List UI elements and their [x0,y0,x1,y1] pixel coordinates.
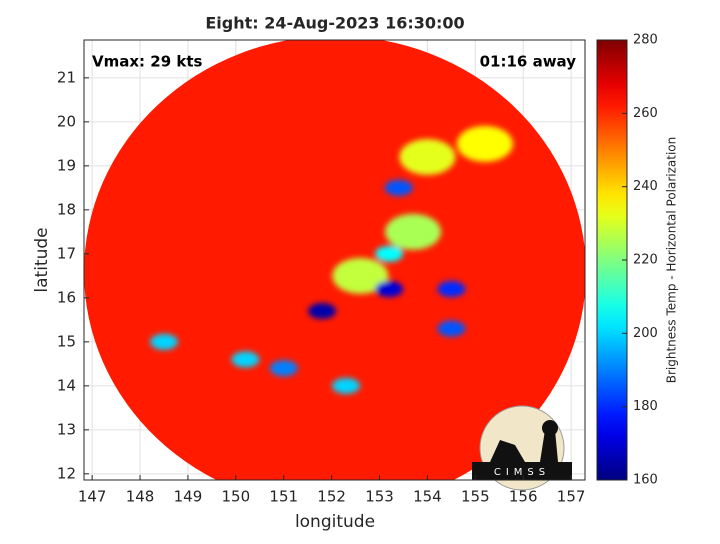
y-tick-label: 19 [57,156,76,174]
x-tick-label: 157 [557,488,586,506]
cell [375,245,404,262]
y-tick-label: 16 [57,288,76,306]
cells [149,125,513,394]
x-tick-label: 151 [269,488,298,506]
image-layer [84,40,585,480]
x-tick-label: 152 [317,488,346,506]
y-tick-label: 12 [57,464,76,482]
logo: CIMSS [472,405,572,491]
logo-text: CIMSS [494,467,550,478]
cell [384,179,413,196]
cell [149,333,178,350]
y-tick-label: 15 [57,332,76,350]
y-tick-label: 20 [57,112,76,130]
cell [332,257,389,294]
x-tick-label: 150 [222,488,251,506]
logo-tower [542,420,558,436]
y-tick-label: 21 [57,68,76,86]
cell [437,281,466,298]
cell [456,125,513,162]
colorbar-label: Brightness Temp - Horizontal Polarizatio… [665,137,679,384]
colorbar-tick-label: 260 [633,106,658,121]
cell [269,360,298,377]
x-tick-label: 153 [365,488,394,506]
x-tick-label: 156 [509,488,538,506]
cell [399,139,456,176]
cell [231,351,260,368]
cell [385,213,442,250]
cell [375,281,404,298]
cell [437,320,466,337]
colorbar-tick-label: 180 [633,399,658,414]
annotation: 01:16 away [480,53,577,71]
logo-band [472,462,572,480]
y-tick-label: 14 [57,376,76,394]
plot-frame [83,39,586,481]
cell [331,377,360,394]
colorbar-tick-label: 200 [633,326,658,341]
annotation: Vmax: 29 kts [92,53,202,71]
x-tick-label: 154 [413,488,442,506]
x-tick-label: 147 [78,488,107,506]
logo-icons [490,430,558,462]
cell [308,303,337,320]
x-tick-label: 149 [174,488,203,506]
y-tick-label: 17 [57,244,76,262]
x-tick-label: 155 [461,488,490,506]
colorbar-tick-label: 240 [633,179,658,194]
y-tick-label: 18 [57,200,76,218]
x-axis-label: longitude [295,512,375,532]
y-axis-label: latitude [32,227,52,292]
chart-title: Eight: 24-Aug-2023 16:30:00 [205,14,464,33]
colorbar-tick-label: 220 [633,253,658,268]
y-tick-label: 13 [57,420,76,438]
colorbar-tick-label: 160 [633,473,658,488]
colorbar-tick-label: 280 [633,33,658,48]
x-tick-label: 148 [126,488,155,506]
